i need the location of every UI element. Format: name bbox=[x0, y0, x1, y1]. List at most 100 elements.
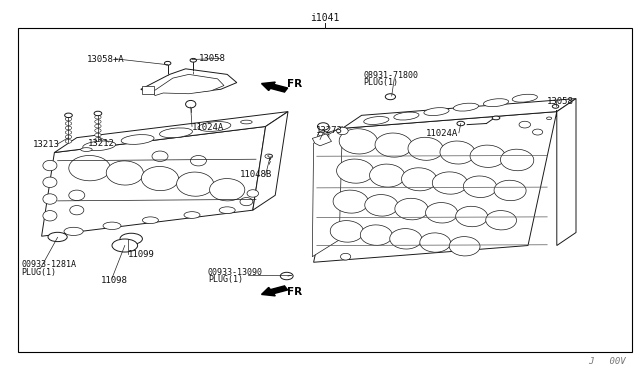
Ellipse shape bbox=[43, 160, 57, 171]
Ellipse shape bbox=[177, 172, 214, 196]
Polygon shape bbox=[312, 134, 332, 146]
Text: PLUG(1): PLUG(1) bbox=[208, 275, 243, 284]
Ellipse shape bbox=[268, 155, 273, 157]
Polygon shape bbox=[42, 126, 266, 236]
Ellipse shape bbox=[65, 131, 72, 134]
Ellipse shape bbox=[198, 122, 231, 131]
Polygon shape bbox=[54, 112, 288, 153]
Ellipse shape bbox=[512, 94, 538, 102]
Ellipse shape bbox=[65, 126, 72, 130]
Ellipse shape bbox=[186, 100, 196, 108]
Ellipse shape bbox=[112, 239, 138, 252]
FancyArrow shape bbox=[262, 82, 287, 92]
Ellipse shape bbox=[394, 112, 419, 120]
Ellipse shape bbox=[494, 180, 526, 201]
Ellipse shape bbox=[317, 123, 329, 130]
Ellipse shape bbox=[141, 167, 179, 190]
Ellipse shape bbox=[552, 105, 559, 108]
Ellipse shape bbox=[65, 117, 72, 121]
Ellipse shape bbox=[457, 121, 465, 126]
Ellipse shape bbox=[65, 135, 72, 139]
Ellipse shape bbox=[432, 172, 468, 194]
Ellipse shape bbox=[486, 211, 516, 230]
Ellipse shape bbox=[424, 108, 449, 116]
Bar bbox=[18, 28, 632, 352]
Ellipse shape bbox=[95, 124, 101, 128]
Text: PLUG(1): PLUG(1) bbox=[364, 78, 399, 87]
Ellipse shape bbox=[69, 190, 84, 201]
Ellipse shape bbox=[532, 129, 543, 135]
Ellipse shape bbox=[209, 179, 245, 201]
Ellipse shape bbox=[420, 233, 451, 252]
Ellipse shape bbox=[492, 116, 500, 120]
Text: 13273: 13273 bbox=[316, 126, 343, 135]
Ellipse shape bbox=[70, 205, 84, 215]
Polygon shape bbox=[154, 74, 224, 96]
Ellipse shape bbox=[65, 140, 72, 143]
Ellipse shape bbox=[95, 133, 101, 137]
Ellipse shape bbox=[401, 168, 437, 191]
Ellipse shape bbox=[184, 212, 200, 218]
Ellipse shape bbox=[48, 232, 67, 242]
Text: J   00V: J 00V bbox=[588, 357, 626, 366]
Ellipse shape bbox=[364, 116, 389, 125]
Ellipse shape bbox=[247, 190, 259, 197]
Text: 00933-13090: 00933-13090 bbox=[208, 268, 263, 277]
Ellipse shape bbox=[456, 206, 488, 227]
Polygon shape bbox=[314, 112, 557, 262]
Ellipse shape bbox=[440, 141, 476, 164]
Ellipse shape bbox=[390, 229, 422, 249]
Ellipse shape bbox=[385, 94, 396, 100]
Ellipse shape bbox=[319, 131, 328, 137]
Polygon shape bbox=[142, 86, 154, 94]
Ellipse shape bbox=[240, 198, 253, 206]
Ellipse shape bbox=[95, 129, 101, 132]
Polygon shape bbox=[141, 69, 237, 94]
Ellipse shape bbox=[369, 164, 405, 187]
Text: 11098: 11098 bbox=[101, 276, 128, 285]
Ellipse shape bbox=[95, 138, 101, 141]
Ellipse shape bbox=[95, 115, 101, 119]
Ellipse shape bbox=[333, 190, 369, 213]
Ellipse shape bbox=[408, 137, 444, 160]
Text: 11024A: 11024A bbox=[426, 129, 458, 138]
Ellipse shape bbox=[449, 237, 480, 256]
Ellipse shape bbox=[64, 227, 83, 235]
Ellipse shape bbox=[317, 132, 329, 140]
Ellipse shape bbox=[470, 145, 506, 167]
Ellipse shape bbox=[340, 253, 351, 260]
Ellipse shape bbox=[65, 122, 72, 125]
Ellipse shape bbox=[483, 99, 509, 107]
Text: 13058: 13058 bbox=[198, 54, 225, 63]
Ellipse shape bbox=[337, 159, 374, 183]
Ellipse shape bbox=[337, 127, 348, 135]
Ellipse shape bbox=[103, 222, 121, 230]
Ellipse shape bbox=[265, 154, 273, 158]
Ellipse shape bbox=[219, 207, 236, 214]
Ellipse shape bbox=[330, 221, 364, 242]
Ellipse shape bbox=[43, 194, 57, 204]
Polygon shape bbox=[253, 112, 288, 210]
Ellipse shape bbox=[83, 141, 116, 151]
Text: FR: FR bbox=[287, 287, 302, 297]
Ellipse shape bbox=[241, 120, 252, 124]
Ellipse shape bbox=[43, 177, 57, 187]
Text: 11099: 11099 bbox=[128, 250, 155, 259]
Ellipse shape bbox=[81, 148, 92, 151]
Ellipse shape bbox=[142, 217, 158, 224]
Ellipse shape bbox=[453, 103, 479, 111]
Ellipse shape bbox=[164, 61, 171, 65]
Ellipse shape bbox=[191, 155, 206, 166]
Ellipse shape bbox=[395, 198, 428, 220]
Ellipse shape bbox=[426, 203, 458, 223]
Ellipse shape bbox=[120, 233, 142, 244]
Ellipse shape bbox=[159, 128, 193, 138]
Text: 13058+A: 13058+A bbox=[86, 55, 124, 64]
Ellipse shape bbox=[500, 149, 534, 171]
Ellipse shape bbox=[68, 155, 111, 181]
Text: PLUG(1): PLUG(1) bbox=[21, 268, 56, 277]
Ellipse shape bbox=[547, 117, 552, 120]
FancyArrow shape bbox=[262, 286, 287, 296]
Ellipse shape bbox=[152, 151, 168, 161]
Ellipse shape bbox=[280, 272, 293, 280]
